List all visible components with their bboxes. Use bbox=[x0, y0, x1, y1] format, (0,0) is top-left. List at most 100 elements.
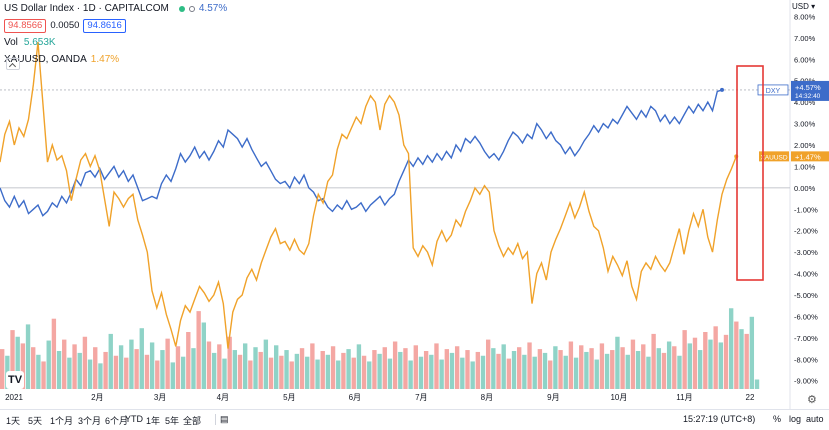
x-tick-label: 7月 bbox=[415, 393, 427, 402]
volume-bar bbox=[103, 351, 108, 389]
volume-bar bbox=[387, 358, 393, 389]
volume-bar bbox=[708, 339, 713, 389]
range-6m-button[interactable]: 6个月 bbox=[105, 416, 129, 426]
volume-bar bbox=[284, 350, 289, 389]
tradingview-logo[interactable]: TV bbox=[6, 371, 24, 389]
settings-gear-icon[interactable]: ⚙ bbox=[807, 394, 817, 406]
range-ytd-button[interactable]: YTD bbox=[125, 414, 143, 424]
compare-symbol-label[interactable]: XAUUSD, OANDA bbox=[4, 54, 87, 65]
x-tick-label: 11月 bbox=[676, 393, 692, 402]
volume-bar bbox=[687, 343, 692, 389]
volume-bar bbox=[454, 346, 460, 389]
volume-bar bbox=[589, 348, 594, 389]
volume-bar bbox=[485, 339, 491, 389]
goto-date-icon[interactable]: ▤ bbox=[215, 414, 229, 425]
symbol-title[interactable]: US Dollar Index · 1D · CAPITALCOM bbox=[4, 3, 169, 14]
range-1d-button[interactable]: 1天 bbox=[6, 416, 21, 426]
volume-bar bbox=[548, 360, 553, 389]
y-tick-label: -2.00% bbox=[794, 227, 818, 236]
series-line-dxy[interactable] bbox=[0, 89, 723, 217]
volume-bar bbox=[718, 342, 724, 389]
series-line-xauusd[interactable] bbox=[0, 42, 737, 349]
dxy-name-tag-text: DXY bbox=[766, 88, 781, 95]
volume-bar bbox=[677, 355, 682, 389]
volume-bar bbox=[232, 350, 238, 389]
range-3m-button[interactable]: 3个月 bbox=[78, 416, 102, 426]
price-row: 94.8566 0.0050 94.8616 bbox=[4, 19, 227, 33]
volume-bar bbox=[620, 347, 625, 389]
volume-bar bbox=[341, 352, 346, 389]
y-tick-label: 6.00% bbox=[794, 55, 816, 64]
x-tick-label: 4月 bbox=[217, 393, 229, 402]
collapse-legend-button[interactable] bbox=[6, 58, 20, 70]
volume-bar bbox=[749, 316, 755, 389]
volume-bar bbox=[201, 322, 206, 389]
range-1y-button[interactable]: 1年 bbox=[146, 416, 161, 426]
volume-bar bbox=[56, 351, 62, 389]
volume-bar bbox=[604, 353, 610, 389]
volume-bar bbox=[449, 352, 455, 389]
buy-price-button[interactable]: 94.8616 bbox=[83, 19, 126, 33]
volume-bar bbox=[480, 355, 486, 389]
volume-bar bbox=[739, 329, 744, 389]
volume-bar bbox=[496, 353, 501, 389]
volume-bar bbox=[630, 339, 636, 389]
volume-bar bbox=[186, 332, 191, 389]
volume-bar bbox=[423, 351, 429, 389]
chart-legend: US Dollar Index · 1D · CAPITALCOM 4.57% … bbox=[4, 2, 227, 67]
volume-bar bbox=[10, 330, 15, 389]
volume-bar bbox=[191, 348, 196, 389]
clock-time[interactable]: 15:27:19 (UTC+8) bbox=[683, 414, 756, 424]
volume-bar bbox=[62, 339, 67, 389]
volume-bar bbox=[553, 346, 558, 389]
volume-bar bbox=[367, 361, 372, 389]
volume-bar bbox=[356, 344, 362, 389]
currency-selector[interactable]: USD ▾ bbox=[792, 2, 816, 11]
volume-bar bbox=[320, 351, 325, 389]
volume-bar bbox=[279, 355, 284, 389]
y-tick-label: -1.00% bbox=[794, 205, 818, 214]
log-scale-button[interactable]: log bbox=[789, 414, 802, 424]
volume-bar bbox=[134, 349, 139, 389]
range-5y-button[interactable]: 5年 bbox=[165, 416, 180, 426]
range-1m-button[interactable]: 1个月 bbox=[50, 416, 74, 426]
volume-bar bbox=[413, 345, 418, 389]
visibility-icon[interactable] bbox=[188, 6, 195, 12]
volume-bar bbox=[615, 336, 620, 389]
range-all-button[interactable]: 全部 bbox=[183, 416, 202, 426]
volume-bar bbox=[429, 354, 434, 389]
percent-scale-button[interactable]: % bbox=[773, 414, 782, 424]
spread-value: 0.0050 bbox=[50, 20, 80, 31]
volume-bar bbox=[563, 355, 568, 389]
volume-bar bbox=[41, 361, 46, 389]
volume-bar bbox=[408, 360, 413, 389]
volume-bar bbox=[398, 351, 403, 389]
volume-bar bbox=[542, 352, 548, 389]
volume-bar bbox=[728, 308, 734, 389]
volume-bar bbox=[155, 360, 160, 389]
auto-scale-button[interactable]: auto bbox=[806, 414, 824, 424]
dxy-time-text: 14:32:40 bbox=[795, 93, 821, 100]
volume-bar bbox=[196, 311, 201, 389]
x-tick-label: 2021 bbox=[5, 393, 23, 402]
volume-bar bbox=[129, 339, 134, 389]
y-tick-label: -6.00% bbox=[794, 312, 818, 321]
volume-bar bbox=[77, 352, 82, 389]
volume-bar bbox=[180, 356, 186, 389]
volume-bar bbox=[315, 359, 320, 389]
range-5d-button[interactable]: 5天 bbox=[28, 416, 43, 426]
volume-bar bbox=[325, 354, 331, 389]
volume-bar bbox=[382, 347, 387, 389]
volume-label[interactable]: Vol bbox=[4, 37, 18, 48]
sell-price-button[interactable]: 94.8566 bbox=[4, 19, 47, 33]
volume-bar bbox=[599, 343, 605, 389]
volume-bar bbox=[532, 356, 537, 389]
volume-bar bbox=[36, 354, 41, 389]
volume-bar bbox=[222, 358, 227, 389]
y-tick-label: -3.00% bbox=[794, 248, 818, 257]
volume-bar bbox=[165, 338, 170, 389]
volume-bar bbox=[160, 350, 165, 389]
volume-bar bbox=[51, 318, 57, 389]
volume-bar bbox=[0, 349, 5, 389]
